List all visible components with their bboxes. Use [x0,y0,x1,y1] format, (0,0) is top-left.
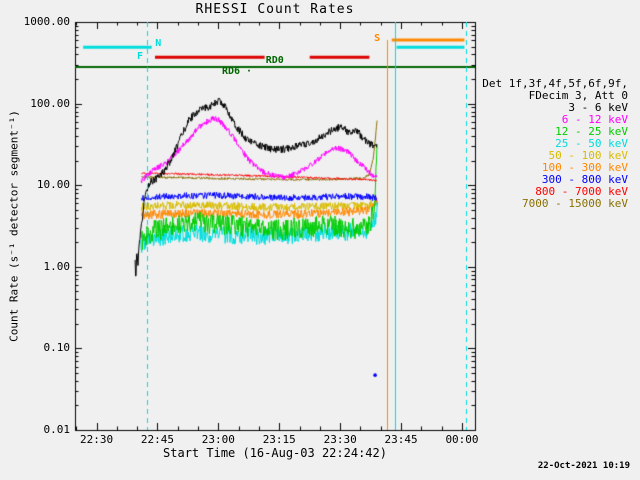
legend-decim-att: FDecim 3, Att 0 [528,89,628,102]
x-axis-label: Start Time (16-Aug-03 22:24:42) [163,446,387,460]
y-tick-label: 0.01 [43,423,71,436]
legend-entry: 800 - 7000 keV [535,185,628,198]
legend-entry: 3 - 6 keV [568,101,628,114]
legend-entry: 12 - 25 keV [555,125,628,138]
y-tick-label: 100.00 [30,96,70,110]
flag-label: N [155,37,162,49]
y-tick-label: 1000.00 [23,15,70,28]
x-tick-label: 23:30 [323,433,357,446]
y-axis-label: Count Rate (s⁻¹ detector segment⁻¹) [7,110,21,342]
legend-entry: 7000 - 15000 keV [522,197,628,210]
x-tick-label: 22:30 [79,433,114,446]
legend-entry: 50 - 100 keV [548,149,628,162]
legend-entry: 100 - 300 keV [541,161,628,174]
legend-entry: 6 - 12 keV [561,113,628,126]
legend-detector-list: Det 1f,3f,4f,5f,6f,9f, [482,77,628,90]
y-tick-label: 0.10 [43,341,71,355]
x-tick-label: 23:00 [201,433,235,446]
x-tick-label: 22:45 [140,433,174,446]
y-tick-label: 10.00 [36,178,70,192]
legend-entry: 25 - 50 keV [555,137,628,150]
x-tick-label: 23:15 [262,433,296,446]
x-tick-label: 23:45 [384,433,418,446]
flag-label: F [136,51,143,63]
chart-title: RHESSI Count Rates [195,2,355,17]
render-timestamp: 22-Oct-2021 10:19 [537,461,630,471]
y-tick-label: 1.00 [43,259,71,273]
legend-entry: 300 - 800 keV [541,173,628,186]
flag-label: S [374,32,381,44]
flag-label: RD6 · [221,65,253,77]
x-tick-label: 00:00 [445,433,479,446]
legend-entries: 3 - 6 keV 6 - 12 keV 12 - 25 keV 25 - 50 ke… [482,102,628,210]
flag-label: RD0 [265,55,284,67]
legend: Det 1f,3f,4f,5f,6f,9f, FDecim 3, Att 0 3… [482,78,628,210]
